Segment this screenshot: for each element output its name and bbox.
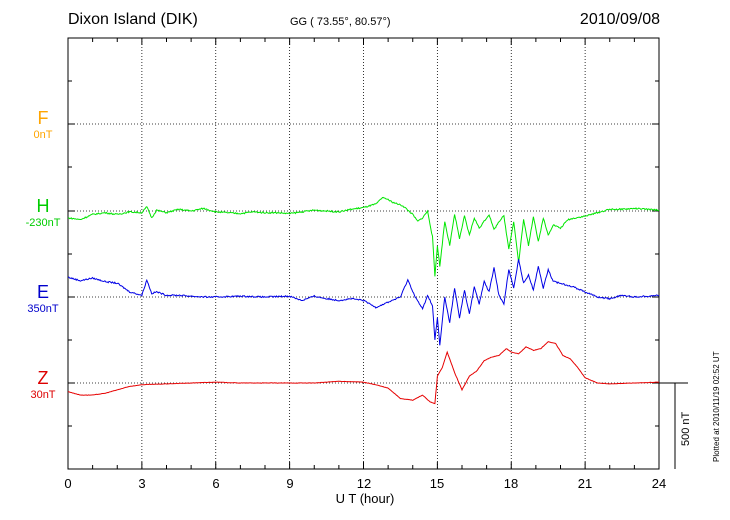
- x-tick-label: 12: [356, 476, 372, 491]
- channel-h-label: H -230nT: [13, 196, 73, 229]
- channel-f-name: F: [37, 108, 49, 128]
- channel-z-baseline: 30nT: [30, 389, 56, 401]
- series-line-z: [68, 341, 660, 405]
- channel-e-baseline: 350nT: [27, 303, 59, 315]
- series-lines: [67, 196, 660, 405]
- scale-bar: [659, 382, 688, 469]
- scale-label: 500 nT: [680, 411, 692, 446]
- channel-z-name: Z: [37, 368, 49, 388]
- x-tick-label: 9: [286, 476, 294, 491]
- plot-date: 2010/09/08: [579, 11, 660, 28]
- grid: [68, 38, 659, 469]
- channel-z-label: Z 30nT: [13, 368, 73, 401]
- series-line-h: [67, 196, 660, 277]
- series-line-e: [67, 259, 660, 346]
- x-tick-label: 0: [64, 476, 72, 491]
- channel-h-baseline: -230nT: [25, 217, 61, 229]
- x-tick-label: 21: [577, 476, 593, 491]
- channel-f-label: F 0nT: [13, 108, 73, 141]
- channel-h-name: H: [36, 196, 50, 216]
- channel-e-name: E: [36, 282, 49, 302]
- plotted-timestamp: Plotted at 2010/11/19 02:52 UT: [712, 351, 721, 462]
- axis-ticks: [67, 37, 660, 470]
- x-tick-label: 18: [503, 476, 519, 491]
- x-tick-label: 6: [212, 476, 220, 491]
- channel-f-baseline: 0nT: [33, 129, 53, 141]
- x-tick-label: 3: [138, 476, 146, 491]
- x-tick-label: 15: [429, 476, 445, 491]
- geographic-coords: GG ( 73.55°, 80.57°): [290, 16, 391, 28]
- x-tick-label: 24: [651, 476, 667, 491]
- x-axis-label: U T (hour): [335, 491, 395, 506]
- station-title: Dixon Island (DIK): [68, 11, 198, 28]
- channel-e-label: E 350nT: [13, 282, 73, 315]
